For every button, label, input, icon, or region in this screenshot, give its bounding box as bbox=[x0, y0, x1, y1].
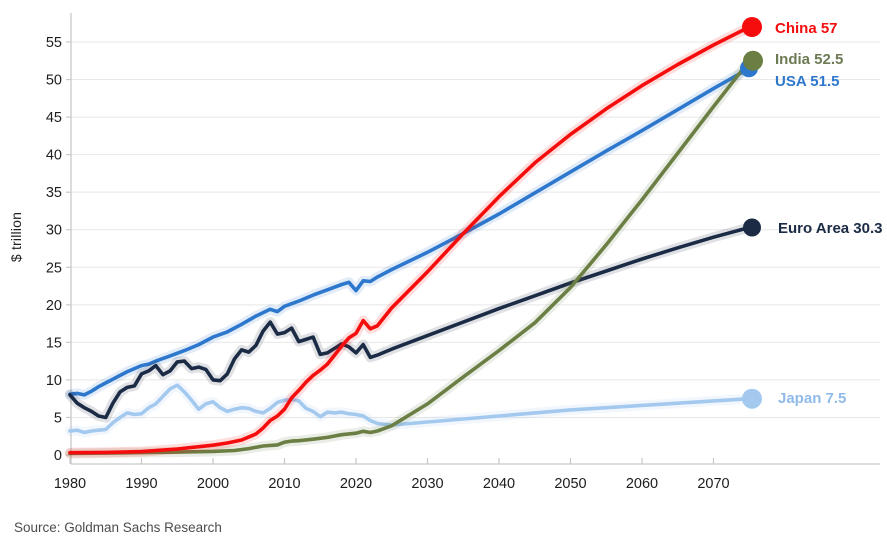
y-tick-label: 5 bbox=[54, 410, 62, 426]
y-tick-label: 20 bbox=[46, 298, 62, 314]
x-tick-label: 2010 bbox=[268, 476, 300, 492]
y-tick-label: 35 bbox=[46, 185, 62, 201]
y-tick-label: 55 bbox=[46, 35, 62, 51]
series-line-japan bbox=[68, 383, 752, 435]
y-tick-label: 0 bbox=[54, 448, 62, 464]
x-tick-label: 2040 bbox=[483, 476, 515, 492]
source-note: Source: Goldman Sachs Research bbox=[14, 520, 222, 535]
series-label-euro-area: Euro Area 30.3 bbox=[778, 220, 883, 237]
x-tick-label: 2060 bbox=[626, 476, 658, 492]
y-tick-label: 10 bbox=[46, 373, 62, 389]
y-tick-label: 50 bbox=[46, 73, 62, 89]
x-tick-label: 2070 bbox=[697, 476, 729, 492]
y-tick-label: 30 bbox=[46, 223, 62, 239]
x-tick-label: 2000 bbox=[197, 476, 229, 492]
y-axis-title: $ trillion bbox=[8, 211, 24, 263]
series-halo-japan bbox=[65, 380, 755, 438]
gdp-projection-chart: 0 5 10 15 20 25 30 35 40 45 50 55 1980 1990 2000 2010 20… bbox=[46, 13, 883, 492]
series-label-usa: USA 51.5 bbox=[775, 73, 839, 90]
series-line-china bbox=[68, 25, 752, 455]
y-tick-label: 15 bbox=[46, 335, 62, 351]
series-dot-japan bbox=[742, 388, 762, 409]
x-tick-label: 2030 bbox=[411, 476, 443, 492]
series-dot-china bbox=[742, 17, 762, 37]
axes bbox=[66, 13, 880, 465]
y-tick-label: 40 bbox=[46, 148, 62, 164]
series-line-india bbox=[68, 58, 752, 456]
x-tick-label: 2020 bbox=[340, 476, 372, 492]
series-labels: USA 51.5 Japan 7.5 Euro Area 30.3 India 52.… bbox=[775, 20, 883, 407]
tick-labels: 0 5 10 15 20 25 30 35 40 45 50 55 1980 1990 2000 2010 20… bbox=[46, 35, 730, 492]
series-line-usa bbox=[68, 66, 752, 397]
series-dot-euro-area bbox=[743, 218, 761, 237]
series-label-china: China 57 bbox=[775, 20, 838, 37]
series-line-euro-area bbox=[68, 225, 752, 420]
x-tick-label: 1990 bbox=[125, 476, 157, 492]
x-tick-label: 1980 bbox=[54, 476, 86, 492]
series-label-india: India 52.5 bbox=[775, 51, 843, 68]
x-tick-label: 2050 bbox=[554, 476, 586, 492]
y-tick-label: 25 bbox=[46, 260, 62, 276]
y-tick-label: 45 bbox=[46, 110, 62, 126]
series-dot-india bbox=[743, 50, 763, 71]
series-lines bbox=[65, 22, 755, 459]
series-label-japan: Japan 7.5 bbox=[778, 390, 846, 407]
series-dots bbox=[740, 17, 763, 409]
